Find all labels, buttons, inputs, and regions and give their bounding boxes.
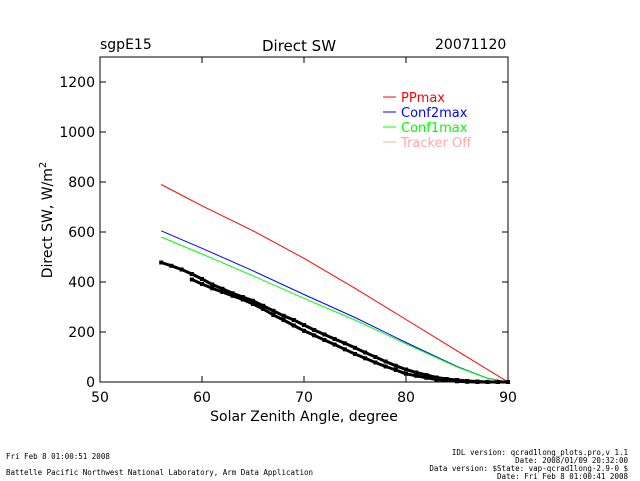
x-tick-label: 60	[193, 390, 211, 406]
footer-credit: Battelle Pacific Northwest National Labo…	[6, 468, 313, 477]
y-tick-label: 0	[86, 375, 95, 391]
legend-label: Tracker Off	[400, 136, 472, 151]
footer-timestamp: Fri Feb 8 01:00:51 2008	[6, 452, 110, 461]
site-label: sgpE15	[100, 37, 152, 53]
chart-title: Direct SW	[262, 37, 336, 55]
y-tick-label: 400	[68, 275, 95, 291]
date-label: 20071120	[435, 37, 506, 53]
x-tick-label: 90	[499, 390, 517, 406]
x-tick-label: 80	[397, 390, 415, 406]
x-tick-label: 50	[91, 390, 109, 406]
y-tick-label: 600	[68, 225, 95, 241]
y-axis-label: Direct SW, W/m2	[38, 162, 56, 279]
y-tick-label: 800	[68, 175, 95, 191]
legend-label: PPmax	[401, 91, 445, 106]
y-tick-label: 200	[68, 325, 95, 341]
x-tick-label: 70	[295, 390, 313, 406]
y-axis-label-sup: 2	[38, 162, 49, 168]
y-tick-label: 1000	[59, 125, 95, 141]
legend-label: Conf2max	[401, 106, 468, 121]
x-axis-label: Solar Zenith Angle, degree	[210, 409, 398, 425]
y-tick-label: 1200	[59, 75, 95, 91]
data-point	[496, 380, 500, 384]
legend-label: Conf1max	[401, 121, 468, 136]
data-point	[506, 380, 510, 384]
y-axis-label-main: Direct SW, W/m	[40, 168, 56, 278]
